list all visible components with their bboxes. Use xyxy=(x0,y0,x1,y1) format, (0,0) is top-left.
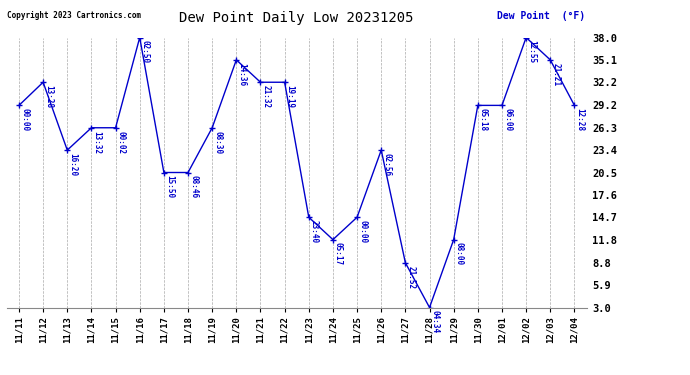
Text: 04:34: 04:34 xyxy=(431,310,440,333)
Text: Dew Point Daily Low 20231205: Dew Point Daily Low 20231205 xyxy=(179,11,414,25)
Text: 13:28: 13:28 xyxy=(44,85,53,108)
Text: 15:50: 15:50 xyxy=(165,175,174,198)
Text: Dew Point  (°F): Dew Point (°F) xyxy=(497,11,585,21)
Text: 21:52: 21:52 xyxy=(406,266,415,289)
Text: 02:56: 02:56 xyxy=(382,153,391,176)
Text: 13:32: 13:32 xyxy=(92,130,101,154)
Text: 00:00: 00:00 xyxy=(20,108,29,131)
Text: 08:30: 08:30 xyxy=(213,130,222,154)
Text: 23:40: 23:40 xyxy=(310,220,319,243)
Text: 21:21: 21:21 xyxy=(551,63,560,86)
Text: 00:02: 00:02 xyxy=(117,130,126,154)
Text: 05:18: 05:18 xyxy=(479,108,488,131)
Text: 21:32: 21:32 xyxy=(262,85,270,108)
Text: 05:17: 05:17 xyxy=(334,242,343,266)
Text: 00:00: 00:00 xyxy=(358,220,367,243)
Text: Copyright 2023 Cartronics.com: Copyright 2023 Cartronics.com xyxy=(7,11,141,20)
Text: 08:00: 08:00 xyxy=(455,242,464,266)
Text: 02:50: 02:50 xyxy=(141,40,150,63)
Text: 12:28: 12:28 xyxy=(575,108,584,131)
Text: 06:00: 06:00 xyxy=(503,108,512,131)
Text: 14:36: 14:36 xyxy=(237,63,246,86)
Text: 08:46: 08:46 xyxy=(189,175,198,198)
Text: 12:55: 12:55 xyxy=(527,40,536,63)
Text: 16:20: 16:20 xyxy=(68,153,77,176)
Text: 19:19: 19:19 xyxy=(286,85,295,108)
